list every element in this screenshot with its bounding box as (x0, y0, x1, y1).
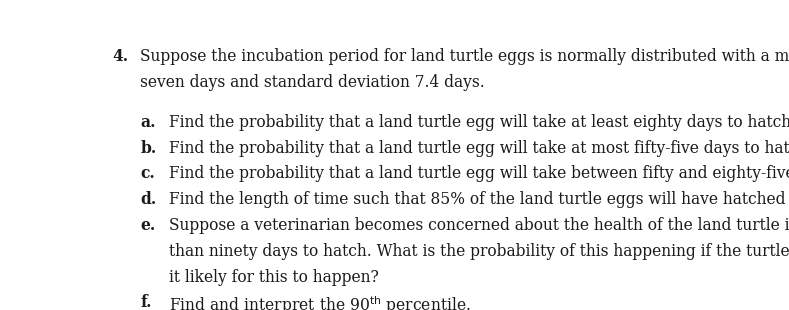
Text: c.: c. (140, 165, 155, 182)
Text: d.: d. (140, 191, 156, 208)
Text: Find the probability that a land turtle egg will take at least eighty days to ha: Find the probability that a land turtle … (169, 114, 789, 131)
Text: it likely for this to happen?: it likely for this to happen? (169, 268, 379, 286)
Text: Find and interpret the 90$^{\mathrm{th}}$ percentile.: Find and interpret the 90$^{\mathrm{th}}… (169, 294, 471, 310)
Text: seven days and standard deviation 7.4 days.: seven days and standard deviation 7.4 da… (140, 74, 485, 91)
Text: Find the probability that a land turtle egg will take at most fifty-five days to: Find the probability that a land turtle … (169, 140, 789, 157)
Text: Find the probability that a land turtle egg will take between fifty and eighty-f: Find the probability that a land turtle … (169, 165, 789, 182)
Text: e.: e. (140, 217, 155, 234)
Text: Suppose a veterinarian becomes concerned about the health of the land turtle if : Suppose a veterinarian becomes concerned… (169, 217, 789, 234)
Text: f.: f. (140, 294, 151, 310)
Text: 4.: 4. (112, 48, 128, 65)
Text: b.: b. (140, 140, 156, 157)
Text: Find the length of time such that 85% of the land turtle eggs will have hatched : Find the length of time such that 85% of… (169, 191, 789, 208)
Text: a.: a. (140, 114, 155, 131)
Text: Suppose the incubation period for land turtle eggs is normally distributed with : Suppose the incubation period for land t… (140, 48, 789, 65)
Text: than ninety days to hatch. What is the probability of this happening if the turt: than ninety days to hatch. What is the p… (169, 243, 789, 260)
